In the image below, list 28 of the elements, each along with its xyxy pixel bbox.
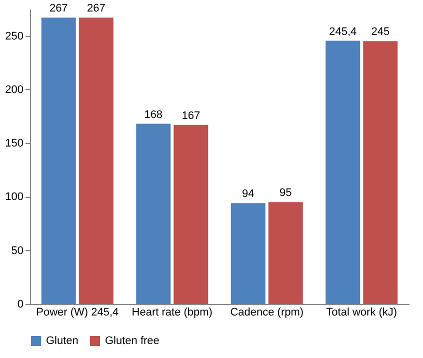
data-label: 245,4 bbox=[329, 26, 357, 38]
y-tick-label: 150 bbox=[5, 138, 24, 150]
bar bbox=[41, 18, 76, 304]
data-label: 267 bbox=[86, 2, 106, 15]
bar bbox=[230, 203, 266, 304]
bar bbox=[78, 18, 114, 304]
bar bbox=[268, 202, 303, 304]
bar bbox=[174, 124, 208, 304]
data-label: 168 bbox=[144, 108, 163, 121]
y-tick-label: 200 bbox=[5, 84, 24, 96]
data-label: 267 bbox=[49, 2, 68, 15]
data-label: 95 bbox=[280, 187, 292, 200]
y-tick-label: 0 bbox=[17, 298, 24, 310]
bar bbox=[136, 124, 171, 304]
data-label: 94 bbox=[242, 188, 254, 200]
bar bbox=[326, 40, 360, 304]
y-tick-label: 100 bbox=[5, 191, 24, 204]
x-tick-label: Power (W) 245,4 bbox=[36, 306, 119, 318]
bar bbox=[363, 41, 398, 304]
data-label: 167 bbox=[182, 110, 200, 122]
legend-label: Gluten free bbox=[105, 335, 160, 347]
x-tick-label: Total work (kJ) bbox=[326, 306, 398, 318]
x-tick-label: Heart rate (bpm) bbox=[132, 306, 212, 318]
y-tick-label: 50 bbox=[11, 244, 24, 257]
legend-label: Gluten bbox=[46, 335, 78, 347]
y-tick-label: 250 bbox=[5, 30, 24, 42]
x-tick-label: Cadence (rpm) bbox=[230, 306, 304, 318]
data-label: 245 bbox=[371, 26, 390, 38]
